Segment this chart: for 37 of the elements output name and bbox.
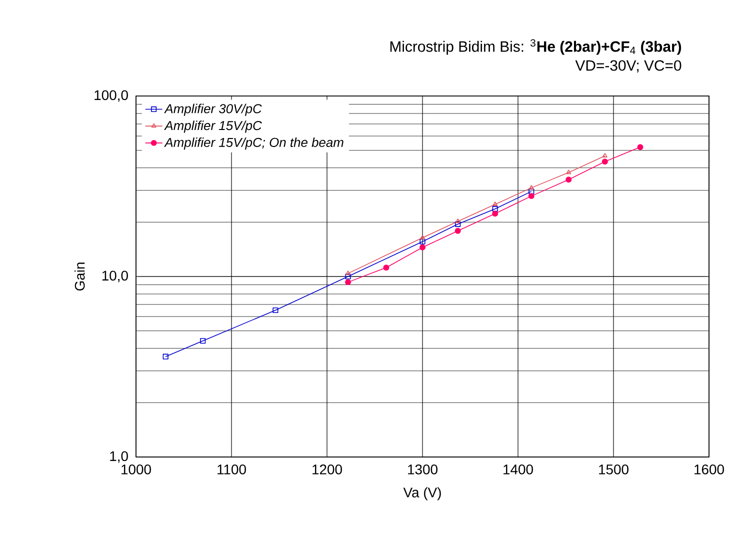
point: [528, 185, 534, 190]
point: [637, 144, 644, 150]
point: [420, 244, 426, 250]
x-tick-label: 1000: [122, 464, 151, 474]
chart-title: Microstrip Bidim Bis: $^{3}$He (2bar)+CF$_{4}$ (3bar): [390, 39, 682, 55]
y-axis-title: Gain: [74, 262, 85, 291]
legend-label: Amplifier 15V/pC; On the beam: [164, 137, 344, 150]
point: [492, 210, 498, 217]
point: [454, 228, 461, 234]
point: [345, 274, 351, 280]
point: [455, 218, 460, 223]
y-tick-label: 1,0: [110, 451, 128, 463]
point: [345, 279, 351, 286]
point: [162, 354, 168, 360]
x-tick-label: 1100: [218, 464, 246, 474]
x-tick-label: 1600: [694, 464, 724, 474]
chart-subtitle: VD=-30V; VC=0: [575, 60, 682, 73]
point: [566, 176, 572, 183]
point: [492, 202, 498, 206]
point: [455, 221, 461, 227]
legend-label: Amplifier 15V/pC: [164, 120, 262, 133]
x-tick-label: 1300: [408, 464, 438, 474]
x-axis-title: Va (V): [403, 487, 441, 500]
legend-label: Amplifier 30V/pC: [164, 104, 262, 116]
x-tick-label: 1500: [599, 464, 628, 474]
y-tick-label: 100,0: [94, 90, 128, 102]
point: [272, 307, 278, 314]
point: [420, 234, 425, 240]
point: [566, 170, 572, 174]
y-tick-label: 10,0: [102, 270, 128, 282]
point: [200, 338, 206, 344]
point: [602, 158, 608, 165]
point: [383, 264, 390, 271]
point: [528, 193, 534, 200]
x-tick-label: 1400: [504, 464, 533, 474]
point: [492, 206, 498, 212]
x-tick-label: 1200: [312, 464, 342, 474]
